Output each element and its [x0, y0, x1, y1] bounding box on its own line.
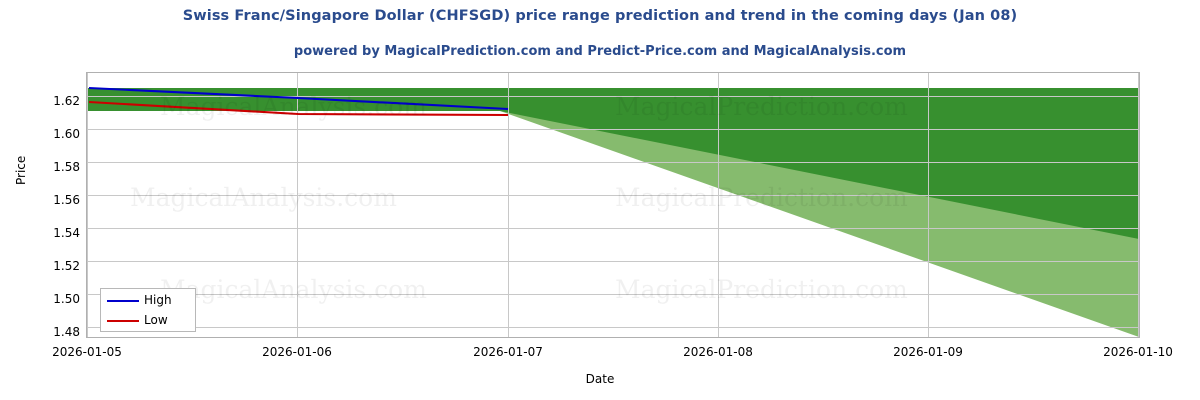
- y-tick-6: 1.60: [53, 127, 80, 141]
- chart-subtitle: powered by MagicalPrediction.com and Pre…: [293, 44, 907, 59]
- chart-title: Swiss Franc/Singapore Dollar (CHFSGD) pr…: [182, 8, 1018, 24]
- y-tick-5: 1.58: [53, 160, 80, 174]
- y-tick-2: 1.52: [53, 259, 80, 273]
- legend-item-high: High: [101, 291, 197, 311]
- y-axis-ticks: 1.48 1.50 1.52 1.54 1.56 1.58 1.60 1.62: [0, 0, 80, 400]
- legend-swatch-low-icon: [107, 320, 139, 322]
- legend-item-low: Low: [101, 311, 197, 331]
- chart-legend: High Low: [100, 288, 196, 332]
- x-axis-label: Date: [585, 372, 615, 386]
- series-high-line: [88, 86, 509, 111]
- y-tick-0: 1.48: [53, 325, 80, 339]
- x-tick-2: 2026-01-07: [473, 345, 543, 359]
- legend-label-high: High: [144, 293, 172, 307]
- y-tick-3: 1.54: [53, 226, 80, 240]
- plot-area: [86, 72, 1140, 338]
- series-low-line: [88, 100, 509, 117]
- y-tick-7: 1.62: [53, 94, 80, 108]
- x-tick-3: 2026-01-08: [683, 345, 753, 359]
- legend-label-low: Low: [144, 313, 168, 327]
- x-tick-1: 2026-01-06: [262, 345, 332, 359]
- y-tick-4: 1.56: [53, 193, 80, 207]
- x-tick-0: 2026-01-05: [52, 345, 122, 359]
- grid-vertical: [87, 73, 1139, 337]
- legend-swatch-high-icon: [107, 300, 139, 302]
- y-tick-1: 1.50: [53, 292, 80, 306]
- x-tick-5: 2026-01-10: [1103, 345, 1173, 359]
- x-tick-4: 2026-01-09: [893, 345, 963, 359]
- inner-range-band: [87, 88, 1139, 239]
